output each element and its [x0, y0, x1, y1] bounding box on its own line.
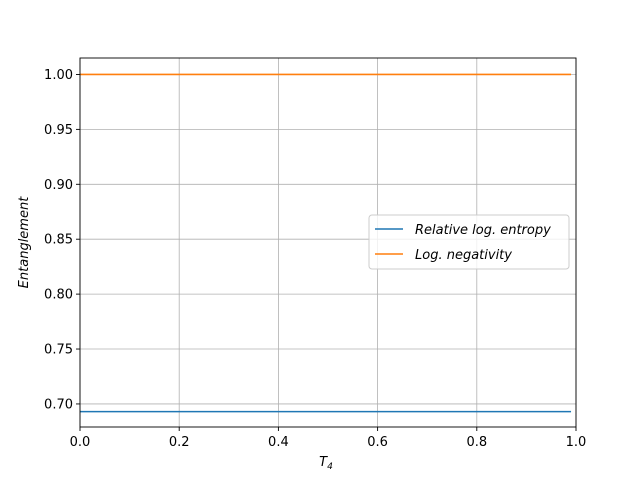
x-axis-ticks: 0.0 0.2 0.4 0.6 0.8 1.0 [70, 427, 587, 450]
x-tick-label: 0.0 [70, 435, 91, 450]
y-tick-label: 0.75 [44, 343, 73, 358]
y-tick-label: 0.95 [44, 123, 73, 138]
y-tick-label: 0.70 [44, 397, 73, 412]
y-axis-ticks: 0.70 0.75 0.80 0.85 0.90 0.95 1.00 [44, 68, 80, 412]
x-tick-label: 0.6 [367, 435, 388, 450]
x-tick-label: 0.2 [169, 435, 190, 450]
axes-frame [79, 57, 577, 428]
x-tick-label: 0.4 [268, 435, 289, 450]
series-lines [80, 73, 572, 413]
y-tick-label: 0.85 [44, 233, 73, 248]
x-tick-label: 0.8 [466, 435, 487, 450]
legend-box [368, 214, 570, 270]
legend-label-log-negativity: Log. negativity [415, 248, 512, 263]
y-tick-label: 1.00 [44, 68, 73, 83]
legend-label-relative-log-entropy: Relative log. entropy [415, 223, 551, 238]
y-axis-label: Entanglement [17, 196, 32, 289]
x-axis-label: T4 [319, 455, 333, 472]
x-tick-label: 1.0 [566, 435, 587, 450]
y-tick-label: 0.80 [44, 288, 73, 303]
y-tick-label: 0.90 [44, 178, 73, 193]
legend: Relative log. entropy Log. negativity [368, 214, 570, 270]
